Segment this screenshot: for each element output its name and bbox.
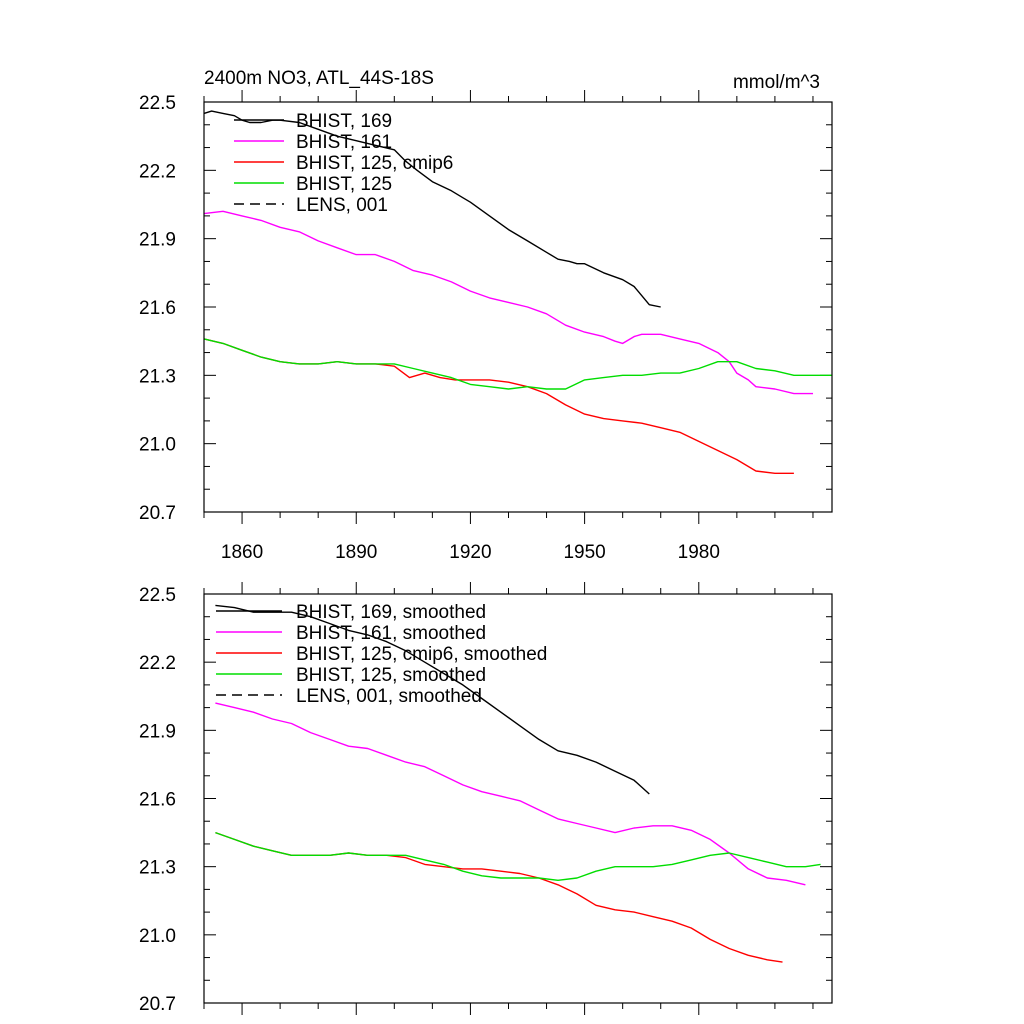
y-tick-label: 21.9 <box>139 230 176 251</box>
legend-label: BHIST, 125, smoothed <box>296 665 486 686</box>
bottom-panel: 22.5 22.2 21.9 21.6 21.3 21.0 20.7 BHIST, 169,… <box>139 582 833 1015</box>
x-tick-label: 1980 <box>678 542 720 563</box>
y-tick-label: 21.9 <box>139 721 176 742</box>
plot-frame <box>203 101 833 513</box>
legend-label: BHIST, 161 <box>296 132 392 153</box>
legend-label: BHIST, 125, cmip6 <box>296 153 453 174</box>
legend-label: BHIST, 161, smoothed <box>296 623 486 644</box>
series-line-0 <box>215 604 650 795</box>
x-tick-label: 1950 <box>563 542 605 563</box>
top-panel: 2400m NO3, ATL_44S-18S mmol/m^3 22.5 22.2… <box>139 68 833 563</box>
legend-label: BHIST, 169, smoothed <box>296 602 486 623</box>
y-tick-label: 22.2 <box>139 653 176 674</box>
series-line-1 <box>215 702 806 886</box>
legend-label: BHIST, 125 <box>296 174 392 195</box>
y-tick-label: 21.0 <box>139 435 176 456</box>
y-tick-label: 21.3 <box>139 858 176 879</box>
series-line-2 <box>203 338 794 474</box>
y-tick-label: 22.5 <box>139 585 176 606</box>
legend-label: BHIST, 169 <box>296 111 392 132</box>
legend-label: BHIST, 125, cmip6, smoothed <box>296 644 547 665</box>
series-line-1 <box>203 210 813 395</box>
plot-frame <box>203 593 833 1004</box>
y-tick-label: 21.0 <box>139 926 176 947</box>
units-label: mmol/m^3 <box>733 72 820 93</box>
series-line-3 <box>203 338 832 390</box>
legend-label: LENS, 001, smoothed <box>296 686 482 707</box>
x-tick-label: 1890 <box>335 542 377 563</box>
x-tick-label: 1920 <box>449 542 491 563</box>
y-tick-label: 21.3 <box>139 366 176 387</box>
panel-title: 2400m NO3, ATL_44S-18S <box>204 68 434 89</box>
y-tick-label: 20.7 <box>139 503 176 524</box>
y-tick-label: 20.7 <box>139 994 176 1015</box>
y-tick-label: 22.2 <box>139 161 176 182</box>
y-tick-label: 21.6 <box>139 298 176 319</box>
series-line-3 <box>215 831 821 881</box>
legend-label: LENS, 001 <box>296 195 388 216</box>
series-line-2 <box>215 831 783 963</box>
y-tick-label: 21.6 <box>139 790 176 811</box>
series-line-0 <box>203 110 661 308</box>
y-tick-label: 22.5 <box>139 93 176 114</box>
x-tick-label: 1860 <box>221 542 263 563</box>
